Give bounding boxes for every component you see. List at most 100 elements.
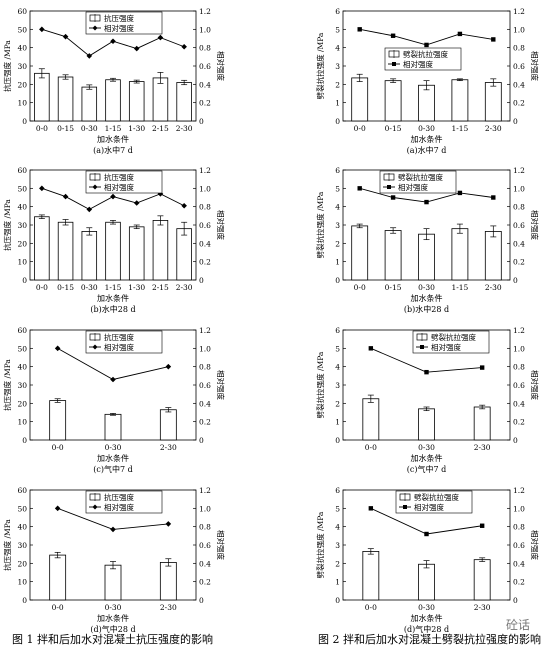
- y2-tick-label: 1.0: [513, 504, 525, 513]
- y-tick-label: 5: [335, 25, 340, 34]
- bar: [473, 406, 491, 441]
- line-marker: [457, 190, 463, 196]
- x-tick-label: 2-30: [485, 124, 502, 133]
- y-tick-label: 40: [17, 44, 27, 53]
- y2-tick-label: 0.6: [513, 221, 525, 230]
- line-marker: [368, 506, 374, 511]
- bar: [384, 230, 402, 281]
- chart-panel-8: 0 1 2 3 4 5 6 0 0.2 0.4 0.6 0.8 1.0 1.2 劈裂抗拉强度 /MPa 相对强…: [315, 486, 540, 634]
- y2-axis-label: 相对强度: [530, 51, 540, 81]
- y2-tick-label: 1.0: [513, 184, 525, 193]
- y-tick-label: 4: [335, 44, 340, 53]
- y-tick-label: 60: [17, 166, 27, 175]
- bar: [351, 77, 369, 122]
- y-axis-label: 劈裂抗拉强度 /MPa: [315, 32, 325, 99]
- y-tick-label: 10: [17, 258, 27, 267]
- x-tick-label: 0-30: [418, 283, 435, 292]
- y2-tick-label: 1.0: [199, 504, 211, 513]
- y2-tick-label: 0.2: [199, 99, 211, 108]
- y2-axis-label: 相对强度: [216, 51, 226, 81]
- y2-tick-label: 1.2: [199, 326, 211, 335]
- panel-title: (a)水中7 d: [407, 145, 447, 155]
- bar: [159, 562, 177, 601]
- x-tick-label: 0-0: [52, 603, 64, 612]
- x-tick-label: 0-15: [385, 124, 402, 133]
- y2-axis-label: 相对强度: [216, 210, 226, 240]
- panel-title: (c)气中7 d: [407, 464, 446, 474]
- bar: [34, 216, 50, 281]
- y-tick-label: 6: [335, 166, 340, 175]
- x-axis-label: 加水条件: [97, 453, 129, 463]
- y2-tick-label: 0.8: [513, 203, 525, 212]
- x-tick-label: 2-30: [176, 283, 193, 292]
- y-tick-label: 0: [22, 436, 27, 445]
- x-tick-label: 2-30: [474, 603, 491, 612]
- x-tick-label: 0-15: [385, 283, 402, 292]
- y-tick-label: 0: [335, 436, 340, 445]
- line-marker: [357, 186, 362, 191]
- y2-tick-label: 1.2: [513, 166, 525, 175]
- chart-panel-7: 0 1 2 3 4 5 6 0 0.2 0.4 0.6 0.8 1.0 1.2 劈裂抗拉强度 /MPa 相对强…: [315, 326, 540, 474]
- y-tick-label: 20: [17, 399, 27, 408]
- x-axis-label: 加水条件: [97, 293, 129, 303]
- x-tick-label: 1-15: [451, 283, 468, 292]
- y-tick-label: 60: [17, 326, 27, 335]
- bar: [152, 220, 169, 281]
- bar: [176, 82, 192, 122]
- y-tick-label: 50: [17, 25, 27, 34]
- line-marker: [133, 45, 140, 52]
- legend-line-marker: [92, 184, 98, 190]
- x-tick-label: 0-15: [57, 283, 74, 292]
- line-marker: [110, 38, 116, 45]
- legend-box: [85, 170, 163, 194]
- line-marker: [133, 200, 140, 206]
- bar: [362, 551, 380, 601]
- bar: [57, 221, 74, 281]
- y-tick-label: 50: [17, 504, 27, 513]
- y-tick-label: 60: [17, 7, 27, 16]
- y-tick-label: 2: [335, 80, 340, 89]
- y2-tick-label: 0.8: [513, 44, 525, 53]
- y-tick-label: 20: [17, 559, 27, 568]
- y-tick-label: 1: [335, 258, 340, 267]
- x-tick-label: 0-0: [354, 283, 366, 292]
- legend-bar-label: 抗压强度: [104, 492, 134, 502]
- legend-bar-label: 抗压强度: [104, 172, 134, 182]
- y2-tick-label: 0: [199, 596, 204, 605]
- panel-title: (d)气中28 d: [404, 624, 449, 634]
- x-axis-label: 加水条件: [411, 453, 443, 463]
- bar: [81, 86, 98, 122]
- legend-bar-label: 抗压强度: [104, 332, 134, 342]
- y2-tick-label: 0.4: [513, 399, 525, 408]
- x-tick-label: 0-0: [354, 124, 366, 133]
- y-tick-label: 30: [17, 62, 27, 71]
- legend-box: [85, 330, 163, 354]
- line-marker: [157, 191, 164, 197]
- chart-panel-6: 0 1 2 3 4 5 6 0 0.2 0.4 0.6 0.8 1.0 1.2 劈裂抗拉强度 /MPa 相对强…: [315, 166, 540, 314]
- y-tick-label: 1: [335, 99, 340, 108]
- panel-title: (c)气中7 d: [93, 464, 132, 474]
- y2-tick-label: 0.2: [199, 578, 211, 587]
- y-tick-label: 30: [17, 221, 27, 230]
- legend-bar-label: 劈裂抗拉强度: [398, 172, 443, 182]
- bar: [49, 554, 67, 601]
- line-marker: [62, 33, 69, 40]
- bar: [418, 563, 435, 601]
- bar: [152, 77, 169, 122]
- y-tick-label: 5: [335, 504, 340, 513]
- legend-line-label: 相对强度: [431, 342, 461, 352]
- y-tick-label: 40: [17, 363, 27, 372]
- x-tick-label: 2-30: [160, 603, 177, 612]
- watermark: 砼话: [506, 618, 531, 632]
- y-tick-label: 3: [335, 541, 340, 550]
- line-marker: [491, 37, 496, 42]
- y-tick-label: 6: [335, 486, 340, 495]
- x-tick-label: 2-15: [152, 283, 169, 292]
- chart-panel-1: 0 10 20 30 40 50 60 0 0.2 0.4 0.6 0.8 1.0 1.2 抗压强度 /MP…: [2, 7, 226, 155]
- x-axis-label: 加水条件: [411, 134, 443, 144]
- y2-tick-label: 1.0: [513, 344, 525, 353]
- y2-tick-label: 1.2: [199, 486, 211, 495]
- y-tick-label: 4: [335, 523, 340, 532]
- bar: [34, 72, 50, 122]
